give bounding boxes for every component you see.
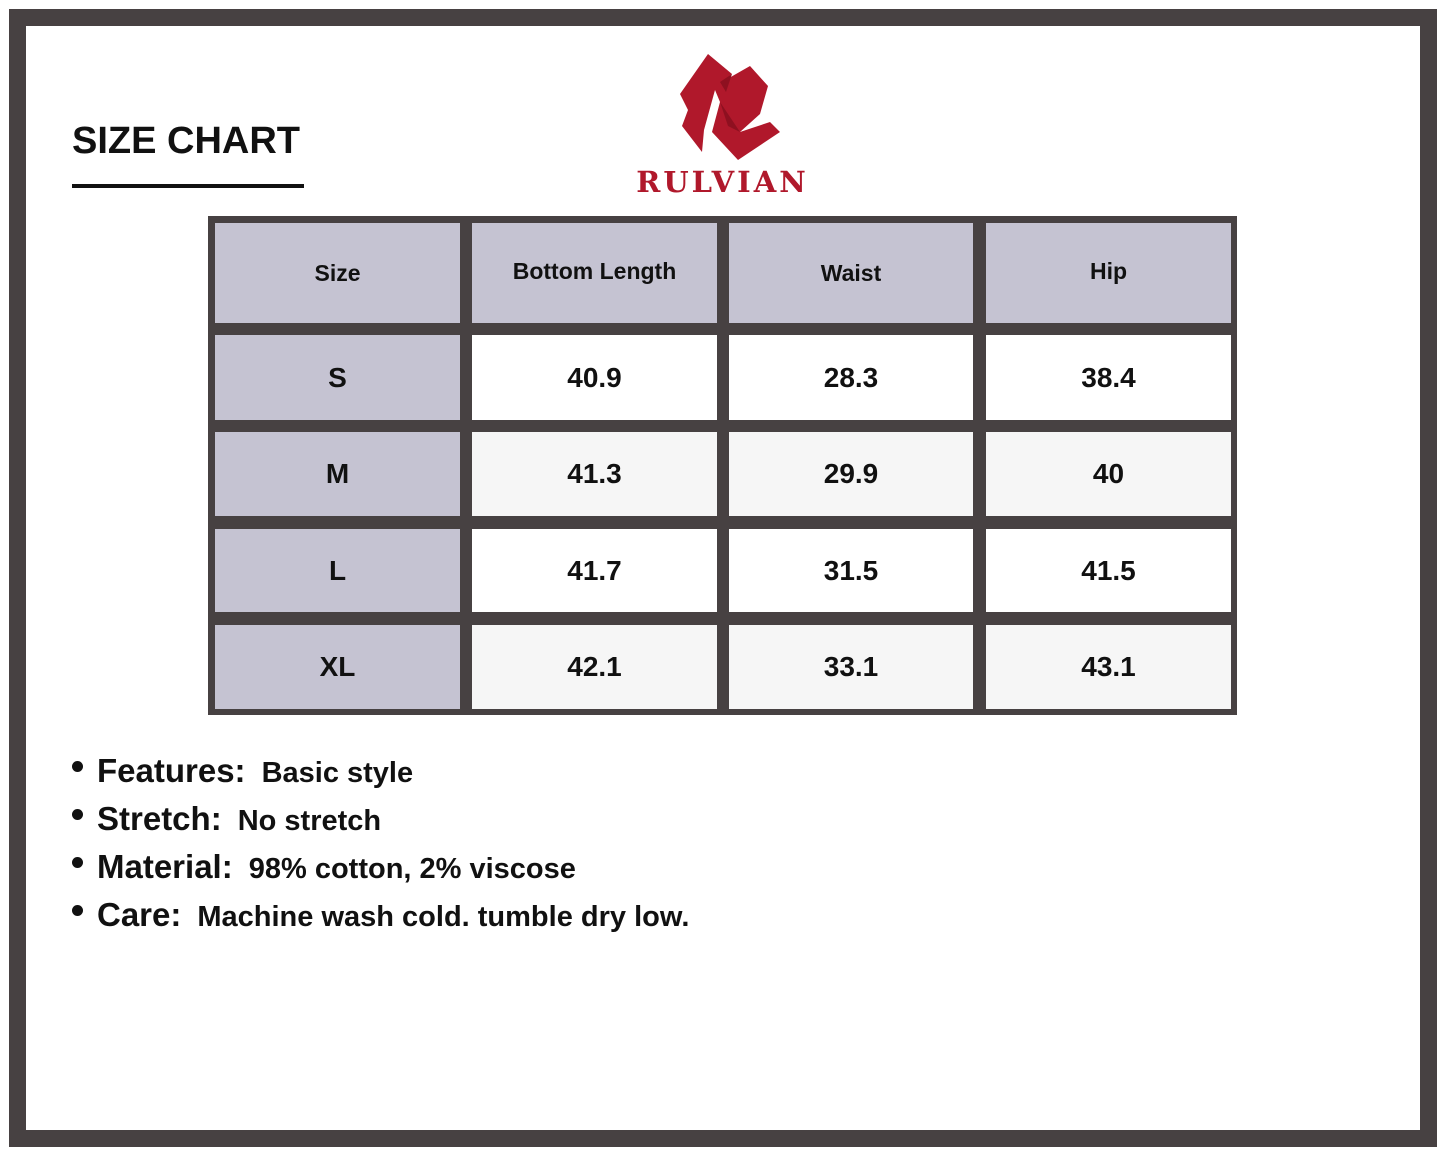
detail-label: Features: [97, 752, 246, 789]
product-details: Features: Basic style Stretch: No stretc… [72, 752, 689, 944]
header-bottom-length: Bottom Length [472, 223, 717, 323]
header-waist: Waist [729, 223, 973, 323]
detail-value: No stretch [237, 805, 382, 837]
row-xl-hip: 43.1 [986, 625, 1231, 709]
brand-name: RULVIAN [636, 165, 809, 199]
row-m-hip: 40 [986, 432, 1231, 516]
row-s-size: S [215, 335, 460, 420]
row-l-waist: 31.5 [729, 529, 973, 612]
bullet-icon [72, 857, 83, 868]
row-l-bottom-length: 41.7 [472, 529, 717, 612]
brand-logo-icon [680, 54, 780, 160]
row-s-waist: 28.3 [729, 335, 973, 420]
detail-value: 98% cotton, 2% viscose [248, 853, 576, 885]
detail-label: Care: [97, 896, 182, 933]
detail-stretch: Stretch: No stretch [72, 800, 689, 848]
row-s-hip: 38.4 [986, 335, 1231, 420]
row-l-hip: 41.5 [986, 529, 1231, 612]
size-table: Size Bottom Length Waist Hip S 40.9 28.3… [208, 216, 1237, 715]
detail-features: Features: Basic style [72, 752, 689, 800]
row-l-size: L [215, 529, 460, 612]
bullet-icon [72, 761, 83, 772]
title-underline [72, 184, 304, 188]
row-xl-bottom-length: 42.1 [472, 625, 717, 709]
row-xl-waist: 33.1 [729, 625, 973, 709]
detail-care: Care: Machine wash cold. tumble dry low. [72, 896, 689, 944]
bullet-icon [72, 809, 83, 820]
row-s-bottom-length: 40.9 [472, 335, 717, 420]
row-m-bottom-length: 41.3 [472, 432, 717, 516]
detail-material: Material: 98% cotton, 2% viscose [72, 848, 689, 896]
header-size: Size [215, 223, 460, 323]
detail-label: Stretch: [97, 800, 222, 837]
page-title: SIZE CHART [72, 120, 300, 162]
row-m-waist: 29.9 [729, 432, 973, 516]
row-m-size: M [215, 432, 460, 516]
detail-value: Machine wash cold. tumble dry low. [197, 901, 690, 933]
header-hip: Hip [986, 223, 1231, 323]
detail-value: Basic style [261, 757, 414, 789]
bullet-icon [72, 905, 83, 916]
detail-label: Material: [97, 848, 233, 885]
row-xl-size: XL [215, 625, 460, 709]
